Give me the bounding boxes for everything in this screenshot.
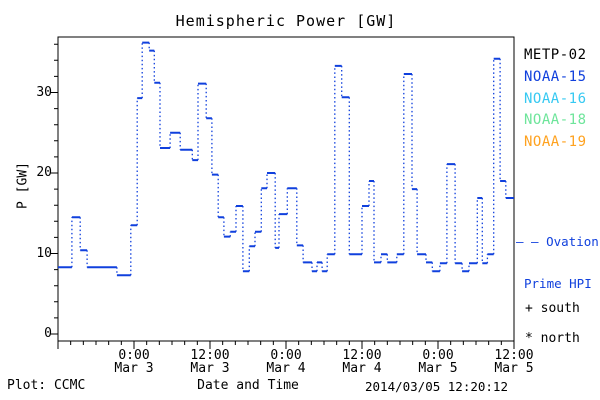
x-tick-label: 0:00 Mar 3 <box>114 348 154 376</box>
plot-timestamp: 2014/03/05 12:20:12 <box>365 379 508 394</box>
legend-marker-south: + south <box>525 301 580 316</box>
x-tick-label: 12:00 Mar 5 <box>494 348 534 376</box>
ovation-label-line1: Ovation <box>546 234 599 249</box>
legend-item-noaa-15: NOAA-15 <box>524 68 587 85</box>
chart-title: Hemispheric Power [GW] <box>175 12 397 30</box>
hpi-curve-vertical-connectors <box>71 42 507 276</box>
north-label: north <box>540 331 580 346</box>
y-axis-ticks <box>50 43 58 335</box>
legend-item-metp-02: METP-02 <box>524 47 587 63</box>
legend-item-noaa-16: NOAA-16 <box>524 90 587 107</box>
plus-marker-icon: + <box>525 301 533 316</box>
legend-item-noaa-19: NOAA-19 <box>524 134 587 151</box>
y-tick-label: 30 <box>36 84 52 100</box>
legend-item-noaa-18: NOAA-18 <box>524 112 587 129</box>
x-tick-label: 12:00 Mar 3 <box>190 348 230 376</box>
ovation-line-sample: – – <box>516 234 539 249</box>
legend-marker-north: * north <box>525 331 580 346</box>
hpi-curve-steps <box>58 41 514 277</box>
y-tick-label: 10 <box>36 245 52 261</box>
asterisk-marker-icon: * <box>525 331 533 346</box>
x-tick-label: 0:00 Mar 5 <box>418 348 458 376</box>
y-axis-label: P [GW] <box>15 162 31 209</box>
south-label: south <box>540 301 580 316</box>
plot-frame <box>57 36 515 342</box>
x-tick-label: 12:00 Mar 4 <box>342 348 382 376</box>
x-tick-label: 0:00 Mar 4 <box>266 348 306 376</box>
y-tick-label: 0 <box>44 326 52 341</box>
ovation-label-line2: Prime HPI <box>524 276 592 291</box>
x-axis-title: Date and Time <box>197 378 299 393</box>
legend-ovation-prime-hpi: – – Ovation Prime HPI <box>516 207 599 319</box>
y-tick-label: 20 <box>36 165 52 180</box>
plot-source-label: Plot: CCMC <box>7 378 86 393</box>
x-axis-ticks <box>57 341 515 349</box>
